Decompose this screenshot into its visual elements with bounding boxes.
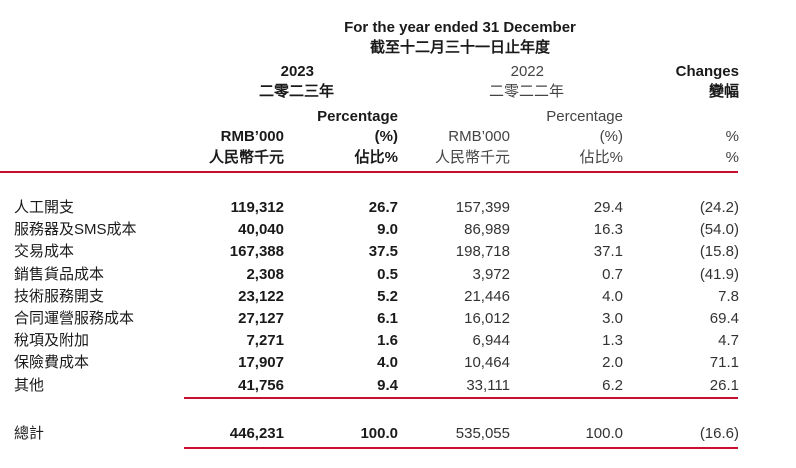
table-row: 合同運營服務成本 27,127 6.1 16,012 3.0 69.4 <box>0 308 796 330</box>
row-label: 合同運營服務成本 <box>14 310 135 327</box>
total-pct-2023: 100.0 <box>360 425 398 442</box>
pct-2023: 37.5 <box>368 243 398 261</box>
change-unit-1: % <box>725 128 739 145</box>
pct-2022-label: Percentage <box>546 108 623 125</box>
amount-2022: 157,399 <box>455 199 510 216</box>
amount-2023: 40,040 <box>238 221 284 239</box>
total-amount-2022: 535,055 <box>455 425 510 442</box>
change-value: (15.8) <box>699 243 739 261</box>
row-label: 人工開支 <box>14 199 75 216</box>
period-title-en: For the year ended 31 December <box>344 19 576 36</box>
table-row: 交易成本 167,388 37.5 198,718 37.1 (15.8) <box>0 241 796 263</box>
changes-label-en: Changes <box>675 63 739 80</box>
year-2023-zh-label: 二零二三年 <box>258 83 334 100</box>
amount-2022: 16,012 <box>464 310 510 327</box>
pct-2023: 4.0 <box>377 354 398 372</box>
row-label: 服務器及SMS成本 <box>14 221 137 239</box>
amount-2023: 17,907 <box>238 354 284 372</box>
amount-2023: 167,388 <box>229 243 284 261</box>
period-title-zh: 截至十二月三十一日止年度 <box>369 39 550 56</box>
table-row: 技術服務開支 23,122 5.2 21,446 4.0 7.8 <box>0 286 796 308</box>
pct-2023: 6.1 <box>377 310 398 327</box>
table-row: 銷售貨品成本 2,308 0.5 3,972 0.7 (41.9) <box>0 264 796 286</box>
rmb-2022-zh: 人民幣千元 <box>434 149 510 166</box>
pct-2023-label: Percentage <box>317 108 398 125</box>
row-label: 交易成本 <box>14 243 75 261</box>
total-pct-2022: 100.0 <box>585 425 623 442</box>
amount-2022: 33,111 <box>466 376 510 394</box>
total-label: 總計 <box>14 425 45 442</box>
row-label: 其他 <box>14 376 45 394</box>
total-amount-2023: 446,231 <box>229 425 284 442</box>
pct-2022: 6.2 <box>602 376 623 394</box>
table-row: 服務器及SMS成本 40,040 9.0 86,989 16.3 (54.0) <box>0 219 796 241</box>
pct-2022-zh: 佔比% <box>579 149 623 166</box>
pct-2022: 4.0 <box>602 287 623 305</box>
pct-2022: 0.7 <box>602 265 623 283</box>
total-row: 總計 446,231 100.0 535,055 100.0 (16.6) <box>0 423 796 445</box>
amount-2022: 86,989 <box>464 221 510 239</box>
year-2023-label: 2023 <box>280 63 314 80</box>
pct-2023: 5.2 <box>377 287 398 305</box>
pct-2023-zh: 佔比% <box>354 149 398 166</box>
table-row: 其他 41,756 9.4 33,111 6.2 26.1 <box>0 375 796 397</box>
pct-2023: 9.0 <box>377 221 398 239</box>
pct-2022: 29.4 <box>593 199 623 216</box>
amount-2022: 10,464 <box>464 354 510 372</box>
change-value: (54.0) <box>699 221 739 239</box>
pct-2023-unit: (%) <box>374 128 398 145</box>
row-label: 銷售貨品成本 <box>14 265 105 283</box>
amount-2023: 41,756 <box>238 376 284 394</box>
rmb-2022-label: RMB’000 <box>448 128 510 145</box>
change-value: 7.8 <box>718 287 739 305</box>
amount-2022: 21,446 <box>464 287 510 305</box>
change-value: 71.1 <box>709 354 739 372</box>
pct-2023: 0.5 <box>377 265 398 283</box>
pct-2022: 3.0 <box>602 310 623 327</box>
amount-2023: 7,271 <box>246 332 284 350</box>
table-row: 稅項及附加 7,271 1.6 6,944 1.3 4.7 <box>0 330 796 352</box>
amount-2022: 6,944 <box>472 332 510 350</box>
change-value: 26.1 <box>709 376 739 394</box>
amount-2022: 198,718 <box>455 243 510 261</box>
pct-2022: 16.3 <box>593 221 623 239</box>
amount-2023: 23,122 <box>238 287 284 305</box>
changes-label-zh: 變幅 <box>708 83 739 100</box>
amount-2023: 2,308 <box>246 265 284 283</box>
table-row: 人工開支 119,312 26.7 157,399 29.4 (24.2) <box>0 197 796 219</box>
row-label: 保險費成本 <box>14 354 90 372</box>
pct-2022-unit: (%) <box>599 128 623 145</box>
pct-2022: 2.0 <box>602 354 623 372</box>
row-label: 技術服務開支 <box>14 287 105 305</box>
pct-2022: 1.3 <box>602 332 623 350</box>
year-2022-label: 2022 <box>510 63 544 80</box>
pct-2023: 9.4 <box>377 376 398 394</box>
change-value: 4.7 <box>718 332 739 350</box>
change-value: (24.2) <box>699 199 739 216</box>
rmb-2023-label: RMB’000 <box>220 128 284 145</box>
change-value: (41.9) <box>699 265 739 283</box>
table-row: 保險費成本 17,907 4.0 10,464 2.0 71.1 <box>0 352 796 374</box>
pct-2023: 1.6 <box>377 332 398 350</box>
amount-2023: 27,127 <box>238 310 284 327</box>
amount-2022: 3,972 <box>472 265 510 283</box>
change-value: 69.4 <box>709 310 739 327</box>
header-rule <box>0 171 738 173</box>
subtotal-rule <box>184 397 738 399</box>
row-label: 稅項及附加 <box>14 332 90 350</box>
rmb-2023-zh: 人民幣千元 <box>208 149 284 166</box>
amount-2023: 119,312 <box>230 199 284 216</box>
change-unit-2: % <box>725 149 739 166</box>
pct-2023: 26.7 <box>368 199 398 216</box>
year-2022-zh-label: 二零二二年 <box>488 83 564 100</box>
total-change: (16.6) <box>699 425 739 442</box>
pct-2022: 37.1 <box>593 243 623 261</box>
total-rule <box>184 447 738 449</box>
